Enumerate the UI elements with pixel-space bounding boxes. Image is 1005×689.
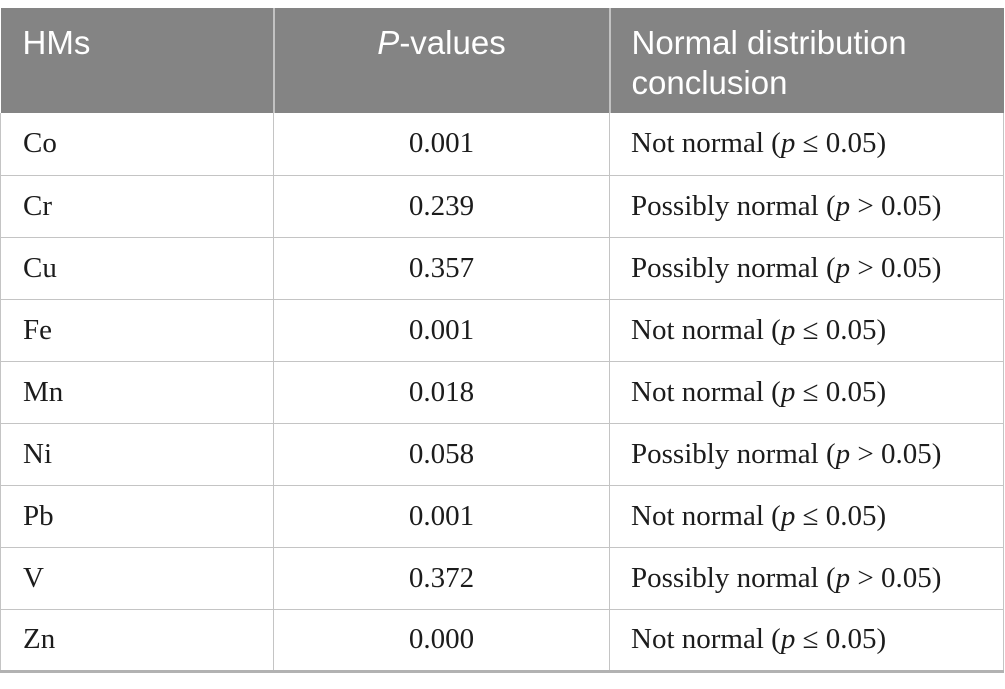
hm-cell: Mn <box>0 360 274 423</box>
conclusion-comparison: > 0.05) <box>850 189 942 222</box>
p-symbol: p <box>835 561 851 594</box>
conclusion-comparison: > 0.05) <box>850 561 942 594</box>
table-row: Pb 0.001 Not normal (p ≤ 0.05) <box>0 484 1004 547</box>
p-value-cell: 0.001 <box>273 484 610 547</box>
conclusion-comparison: ≤ 0.05) <box>795 499 887 532</box>
conclusion-comparison: ≤ 0.05) <box>795 313 887 346</box>
conclusion-cell: Not normal (p ≤ 0.05) <box>609 113 1004 175</box>
p-value-cell: 0.058 <box>273 422 610 485</box>
header-p-italic: P <box>377 24 400 61</box>
conclusion-comparison: > 0.05) <box>850 437 942 470</box>
conclusion-cell: Possibly normal (p > 0.05) <box>609 546 1004 609</box>
conclusion-text: Possibly normal ( <box>631 251 836 284</box>
conclusion-text: Possibly normal ( <box>631 561 836 594</box>
conclusion-cell: Not normal (p ≤ 0.05) <box>609 298 1004 361</box>
hm-cell: V <box>0 546 274 609</box>
table-row: V 0.372 Possibly normal (p > 0.05) <box>0 546 1004 609</box>
conclusion-comparison: ≤ 0.05) <box>795 623 887 655</box>
table-row: Ni 0.058 Possibly normal (p > 0.05) <box>0 422 1004 485</box>
header-p-values: P-values <box>272 8 610 113</box>
conclusion-cell: Not normal (p ≤ 0.05) <box>609 484 1004 547</box>
header-conclusion: Normal distribution conclusion <box>608 8 1004 113</box>
conclusion-text: Not normal ( <box>631 127 781 160</box>
conclusion-cell: Possibly normal (p > 0.05) <box>609 422 1004 485</box>
table-body: Co 0.001 Not normal (p ≤ 0.05) Cr 0.239 … <box>0 113 1004 673</box>
p-symbol: p <box>780 375 796 408</box>
header-p-rest: -values <box>399 24 506 61</box>
p-symbol: p <box>780 499 796 532</box>
p-value-cell: 0.000 <box>273 608 610 673</box>
conclusion-cell: Not normal (p ≤ 0.05) <box>609 360 1004 423</box>
p-value-cell: 0.001 <box>273 298 610 361</box>
table-row: Cu 0.357 Possibly normal (p > 0.05) <box>0 236 1004 299</box>
hm-cell: Cu <box>0 236 274 299</box>
p-value-cell: 0.018 <box>273 360 610 423</box>
hm-cell: Cr <box>0 174 274 237</box>
hm-cell: Ni <box>0 422 274 485</box>
p-symbol: p <box>780 313 796 346</box>
normality-test-table-wrap: HMs P-values Normal distribution conclus… <box>0 8 1004 673</box>
table-row: Mn 0.018 Not normal (p ≤ 0.05) <box>0 360 1004 423</box>
conclusion-text: Not normal ( <box>631 375 781 408</box>
table-row: Zn 0.000 Not normal (p ≤ 0.05) <box>0 608 1004 673</box>
conclusion-text: Possibly normal ( <box>631 437 836 470</box>
table-row: Fe 0.001 Not normal (p ≤ 0.05) <box>0 298 1004 361</box>
conclusion-cell: Not normal (p ≤ 0.05) <box>609 608 1004 673</box>
p-value-cell: 0.357 <box>273 236 610 299</box>
normality-test-table: HMs P-values Normal distribution conclus… <box>0 8 1004 673</box>
hm-cell: Pb <box>0 484 274 547</box>
conclusion-text: Not normal ( <box>631 499 781 532</box>
p-symbol: p <box>835 251 851 284</box>
hm-cell: Zn <box>0 608 274 673</box>
p-symbol: p <box>835 437 851 470</box>
table-row: Cr 0.239 Possibly normal (p > 0.05) <box>0 174 1004 237</box>
conclusion-comparison: ≤ 0.05) <box>795 375 887 408</box>
conclusion-cell: Possibly normal (p > 0.05) <box>609 236 1004 299</box>
header-hms: HMs <box>0 8 274 113</box>
conclusion-comparison: > 0.05) <box>850 251 942 284</box>
header-row: HMs P-values Normal distribution conclus… <box>0 8 1004 113</box>
hm-cell: Fe <box>0 298 274 361</box>
conclusion-comparison: ≤ 0.05) <box>795 127 887 160</box>
p-value-cell: 0.001 <box>273 113 610 175</box>
p-symbol: p <box>780 127 796 160</box>
p-symbol: p <box>835 189 851 222</box>
p-value-cell: 0.372 <box>273 546 610 609</box>
p-value-cell: 0.239 <box>273 174 610 237</box>
conclusion-cell: Possibly normal (p > 0.05) <box>609 174 1004 237</box>
conclusion-text: Possibly normal ( <box>631 189 836 222</box>
p-symbol: p <box>780 623 796 655</box>
table-header: HMs P-values Normal distribution conclus… <box>0 8 1004 113</box>
conclusion-text: Not normal ( <box>631 313 781 346</box>
table-row: Co 0.001 Not normal (p ≤ 0.05) <box>0 113 1004 175</box>
hm-cell: Co <box>0 113 274 175</box>
conclusion-text: Not normal ( <box>631 623 781 655</box>
